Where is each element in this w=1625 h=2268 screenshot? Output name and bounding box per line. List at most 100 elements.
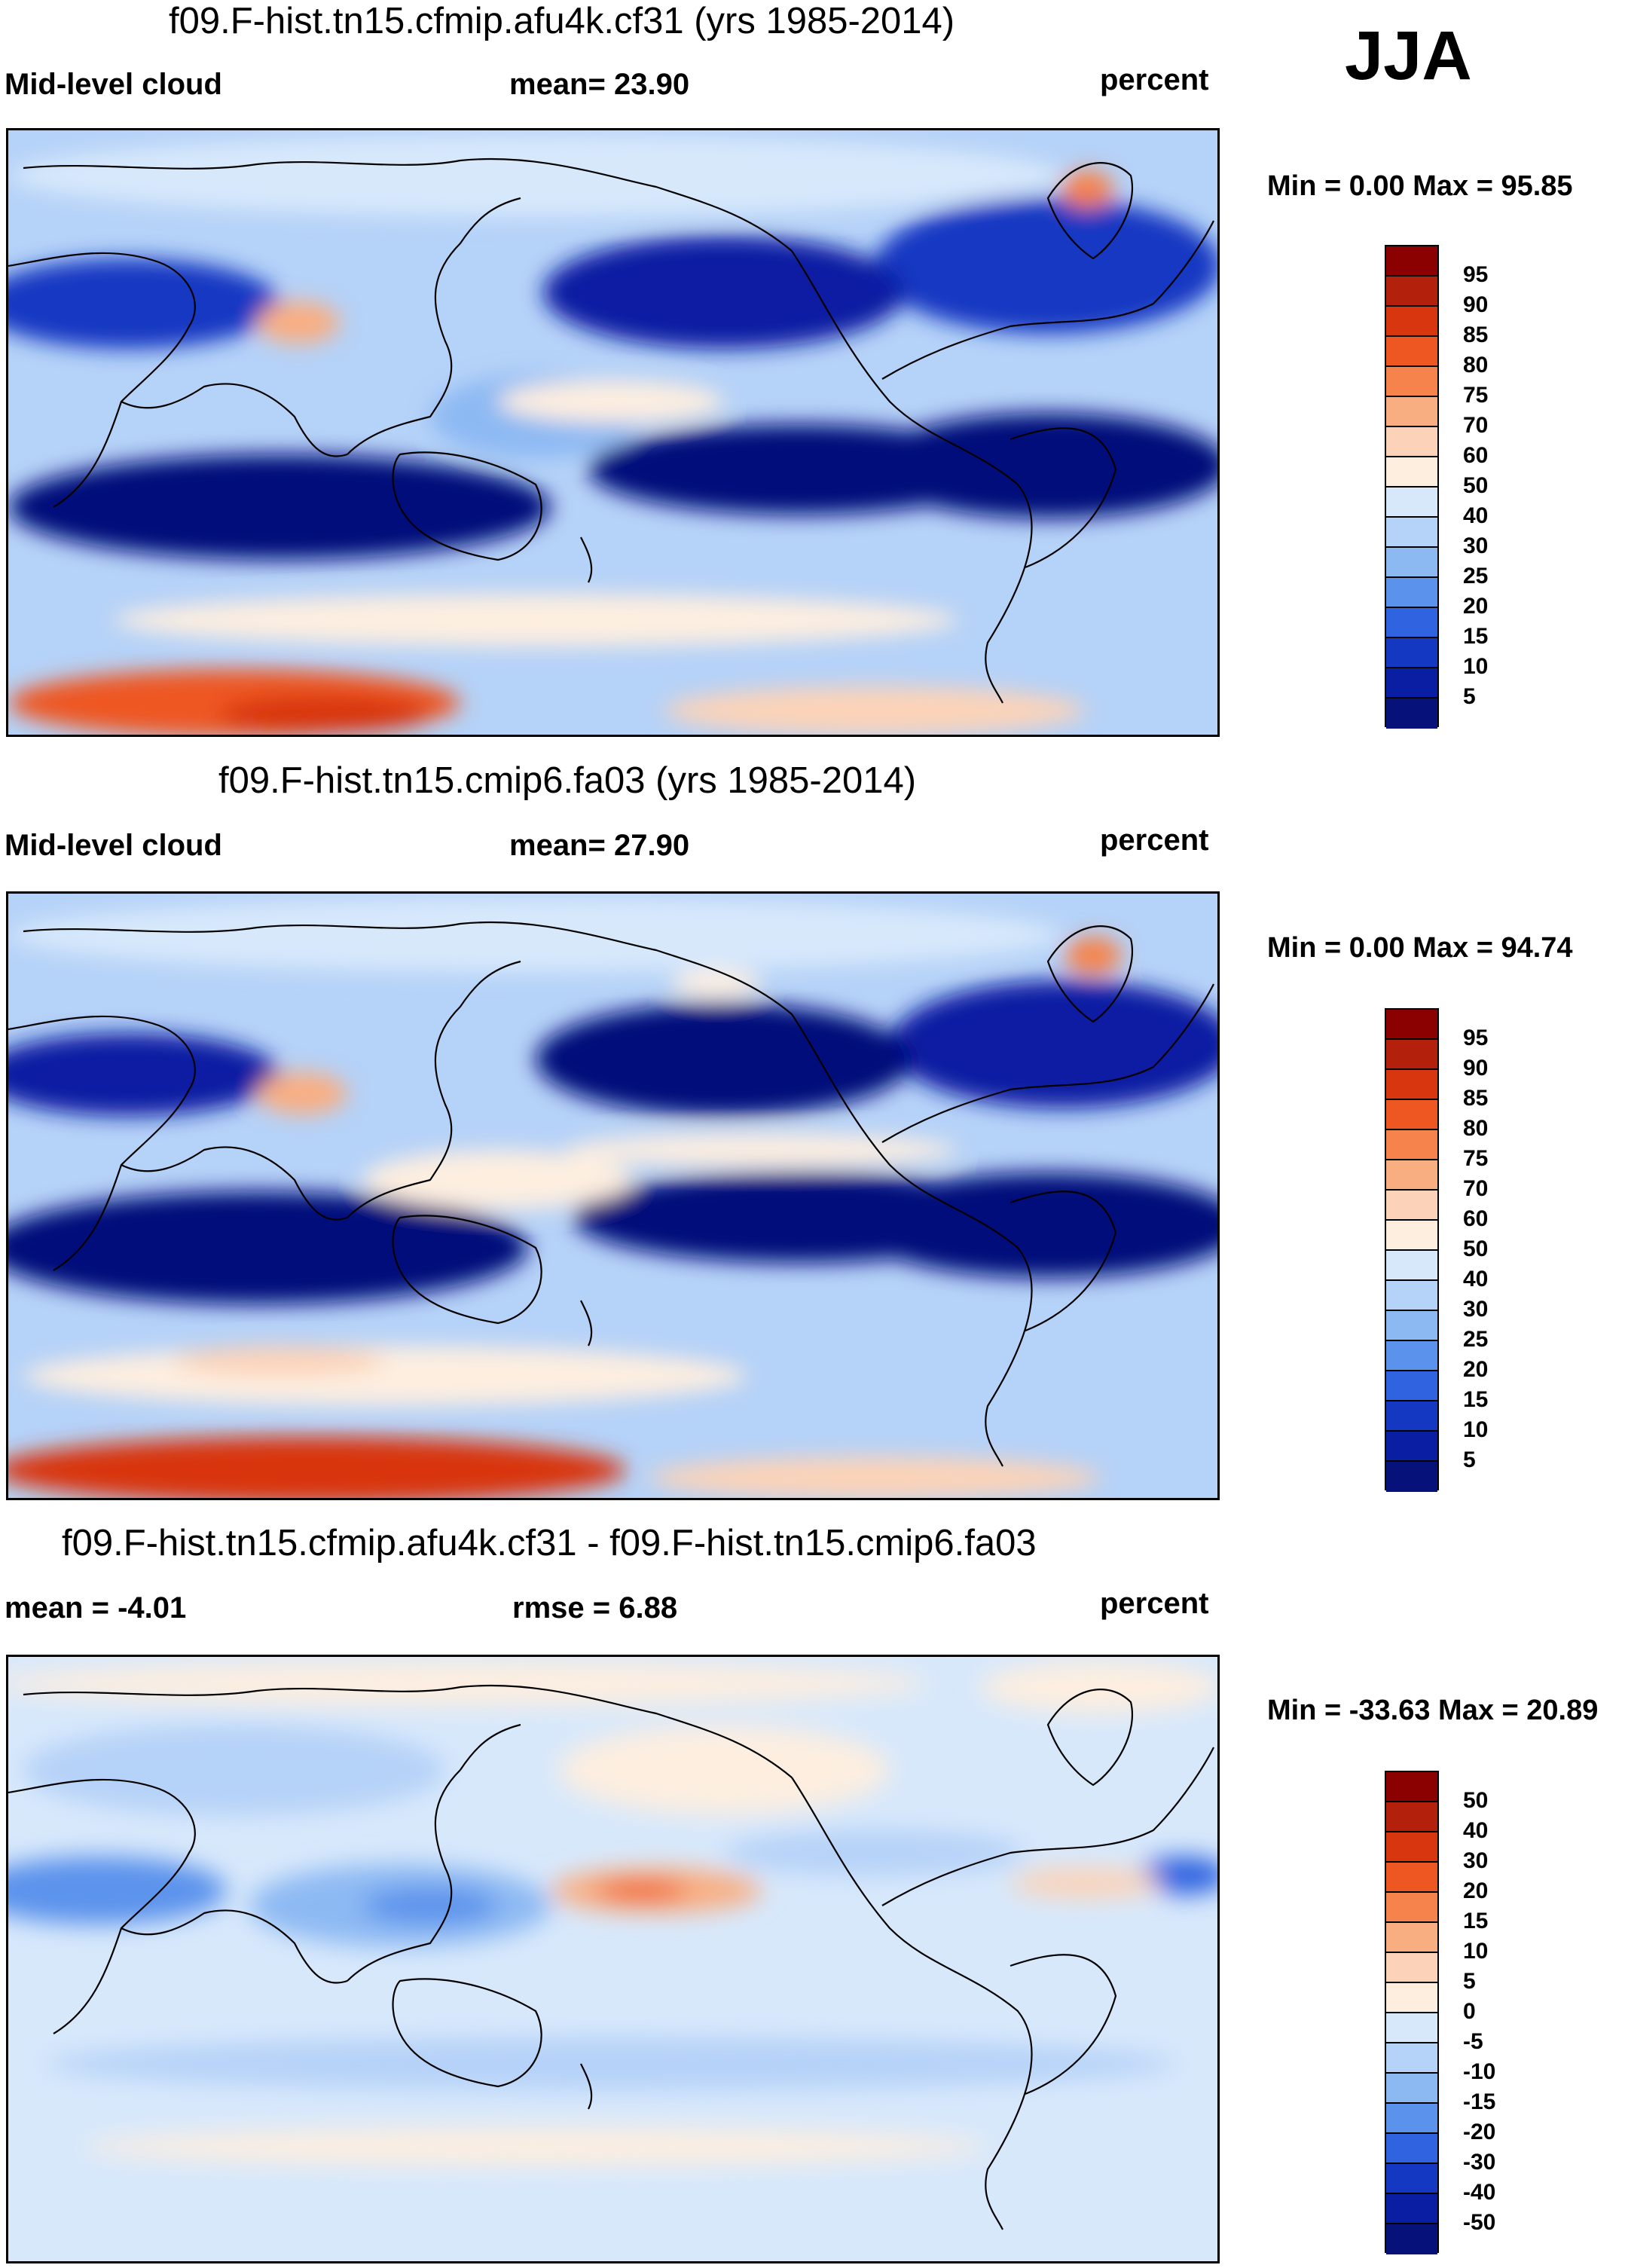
colorbar-tick-label: 95	[1463, 1025, 1489, 1050]
panel2-cloud-field-se-pacific-low	[573, 1172, 1025, 1263]
colorbar-tick-label: -5	[1463, 2029, 1483, 2054]
panel3-diff-field-atlantic-positive	[1010, 1868, 1161, 1898]
colorbar-tick-label: 30	[1463, 1297, 1489, 1322]
colorbar-tick-label: 20	[1463, 1878, 1489, 1903]
colorbar-swatch	[1386, 668, 1437, 698]
colorbar-swatch	[1386, 427, 1437, 457]
colorbar-tick-label: 5	[1463, 684, 1476, 709]
colorbar-swatch	[1386, 277, 1437, 307]
colorbar-tick-label: -20	[1463, 2120, 1496, 2144]
panel3-map	[6, 1655, 1220, 2263]
colorbar-tick-label: 80	[1463, 1116, 1489, 1141]
colorbar-swatch	[1386, 2164, 1437, 2194]
colorbar-tick-label: 75	[1463, 383, 1489, 408]
panel1-units-label: percent	[1100, 63, 1209, 96]
panel1-cloud-field-antarctica-core	[219, 695, 430, 733]
colorbar-swatch	[1386, 2104, 1437, 2134]
panel3-title: f09.F-hist.tn15.cfmip.afu4k.cf31 - f09.F…	[62, 1523, 1037, 1563]
colorbar-swatch	[1386, 488, 1437, 518]
colorbar-tick-label: 20	[1463, 594, 1489, 619]
panel3-diff-field-arctic-positive	[8, 1661, 927, 1706]
panel1-colorbar	[1385, 245, 1439, 729]
colorbar-swatch	[1386, 1983, 1437, 2013]
panel2-cloud-field-indian-ocean-low	[8, 1191, 528, 1304]
colorbar-swatch	[1386, 337, 1437, 367]
panel3-diff-field-maritime-core	[362, 1887, 498, 1924]
colorbar-swatch	[1386, 1130, 1437, 1160]
panel2-coastlines	[8, 921, 1214, 1467]
panel1-cloud-field-greenland	[1061, 170, 1113, 208]
colorbar-swatch	[1386, 1040, 1437, 1070]
panel2-mean-label: mean= 27.90	[509, 829, 690, 862]
colorbar-swatch	[1386, 548, 1437, 578]
colorbar-tick-label: 80	[1463, 353, 1489, 377]
panel2-cloud-field-tibet	[257, 1072, 347, 1114]
panel1-cloud-field-arctic	[8, 134, 1063, 217]
colorbar-tick-label: 95	[1463, 262, 1489, 287]
colorbar-tick-label: 20	[1463, 1357, 1489, 1382]
colorbar-tick-label: 5	[1463, 1447, 1476, 1472]
colorbar-tick-label: 50	[1463, 1788, 1489, 1813]
colorbar-tick-label: 15	[1463, 1909, 1489, 1933]
colorbar-tick-label: 25	[1463, 1327, 1489, 1352]
colorbar-swatch	[1386, 1923, 1437, 1953]
panel1-minmax-label: Min = 0.00 Max = 95.85	[1267, 170, 1573, 202]
panel2-cloud-field-n-atlantic-low	[890, 980, 1217, 1108]
panel2-cloud-field-s-ocean-band	[23, 1346, 747, 1406]
panel3-diff-field-n-pacific-positive	[558, 1725, 890, 1815]
panel2-cloud-field-s-ocean-core	[174, 1346, 385, 1376]
panel2-cloud-field-antarctica-east	[649, 1456, 1101, 1498]
colorbar-tick-label: 70	[1463, 1176, 1489, 1201]
colorbar-swatch	[1386, 1832, 1437, 1863]
panel3-diff-field-eurasia-negative	[23, 1725, 445, 1815]
colorbar-swatch	[1386, 2074, 1437, 2104]
panel2-cloud-field-equatorial-band	[566, 1133, 958, 1166]
panel2-units-label: percent	[1100, 824, 1209, 857]
colorbar-tick-label: 30	[1463, 533, 1489, 558]
colorbar-tick-label: -50	[1463, 2210, 1496, 2235]
colorbar-tick-label: 50	[1463, 1236, 1489, 1261]
colorbar-swatch	[1386, 1371, 1437, 1401]
panel2-cloud-field-arctic	[8, 897, 1063, 973]
colorbar-tick-label: 15	[1463, 624, 1489, 649]
colorbar-tick-label: 90	[1463, 292, 1489, 317]
panel3-coastlines	[8, 1684, 1214, 2230]
colorbar-swatch	[1386, 1772, 1437, 1802]
panel2-variable-label: Mid-level cloud	[5, 829, 222, 862]
panel1-coastlines	[8, 157, 1214, 704]
panel3-minmax-label: Min = -33.63 Max = 20.89	[1267, 1695, 1599, 1726]
colorbar-swatch	[1386, 1311, 1437, 1341]
colorbar-tick-label: 30	[1463, 1848, 1489, 1873]
colorbar-tick-label: -40	[1463, 2180, 1496, 2205]
colorbar-swatch	[1386, 1863, 1437, 1893]
colorbar-swatch	[1386, 1191, 1437, 1221]
panel3-diff-field-s-ocean-positive	[84, 2128, 988, 2166]
colorbar-tick-label: 50	[1463, 473, 1489, 498]
panel2-cloud-field-arctic-warm	[671, 970, 762, 998]
colorbar-swatch	[1386, 246, 1437, 277]
panel3-colorbar	[1385, 1771, 1439, 2254]
panel1-cloud-field-n-pacific-low	[543, 236, 905, 349]
panel2-cloud-field-antarctica	[8, 1436, 626, 1498]
colorbar-tick-label: -15	[1463, 2089, 1496, 2114]
colorbar-swatch	[1386, 307, 1437, 337]
colorbar-swatch	[1386, 578, 1437, 608]
colorbar-swatch	[1386, 1070, 1437, 1100]
panel1-cloud-field-tibet	[257, 301, 340, 344]
panel2-title: f09.F-hist.tn15.cmip6.fa03 (yrs 1985-201…	[218, 760, 917, 801]
colorbar-tick-label: 10	[1463, 1417, 1489, 1442]
colorbar-tick-label: 40	[1463, 1818, 1489, 1843]
panel2-minmax-label: Min = 0.00 Max = 94.74	[1267, 932, 1573, 964]
colorbar-swatch	[1386, 1251, 1437, 1281]
colorbar-tick-label: 75	[1463, 1146, 1489, 1171]
colorbar-tick-label: 60	[1463, 443, 1489, 468]
panel3-rmse-label: rmse = 6.88	[512, 1591, 678, 1625]
colorbar-swatch	[1386, 2043, 1437, 2074]
colorbar-swatch	[1386, 2134, 1437, 2164]
colorbar-swatch	[1386, 1281, 1437, 1311]
panel1-cloud-field-se-pacific-low	[588, 424, 1010, 515]
colorbar-swatch	[1386, 2224, 1437, 2254]
panel1-cloud-field-antarctica-east	[664, 686, 1086, 735]
colorbar-tick-label: -30	[1463, 2150, 1496, 2175]
colorbar-swatch	[1386, 1953, 1437, 1983]
